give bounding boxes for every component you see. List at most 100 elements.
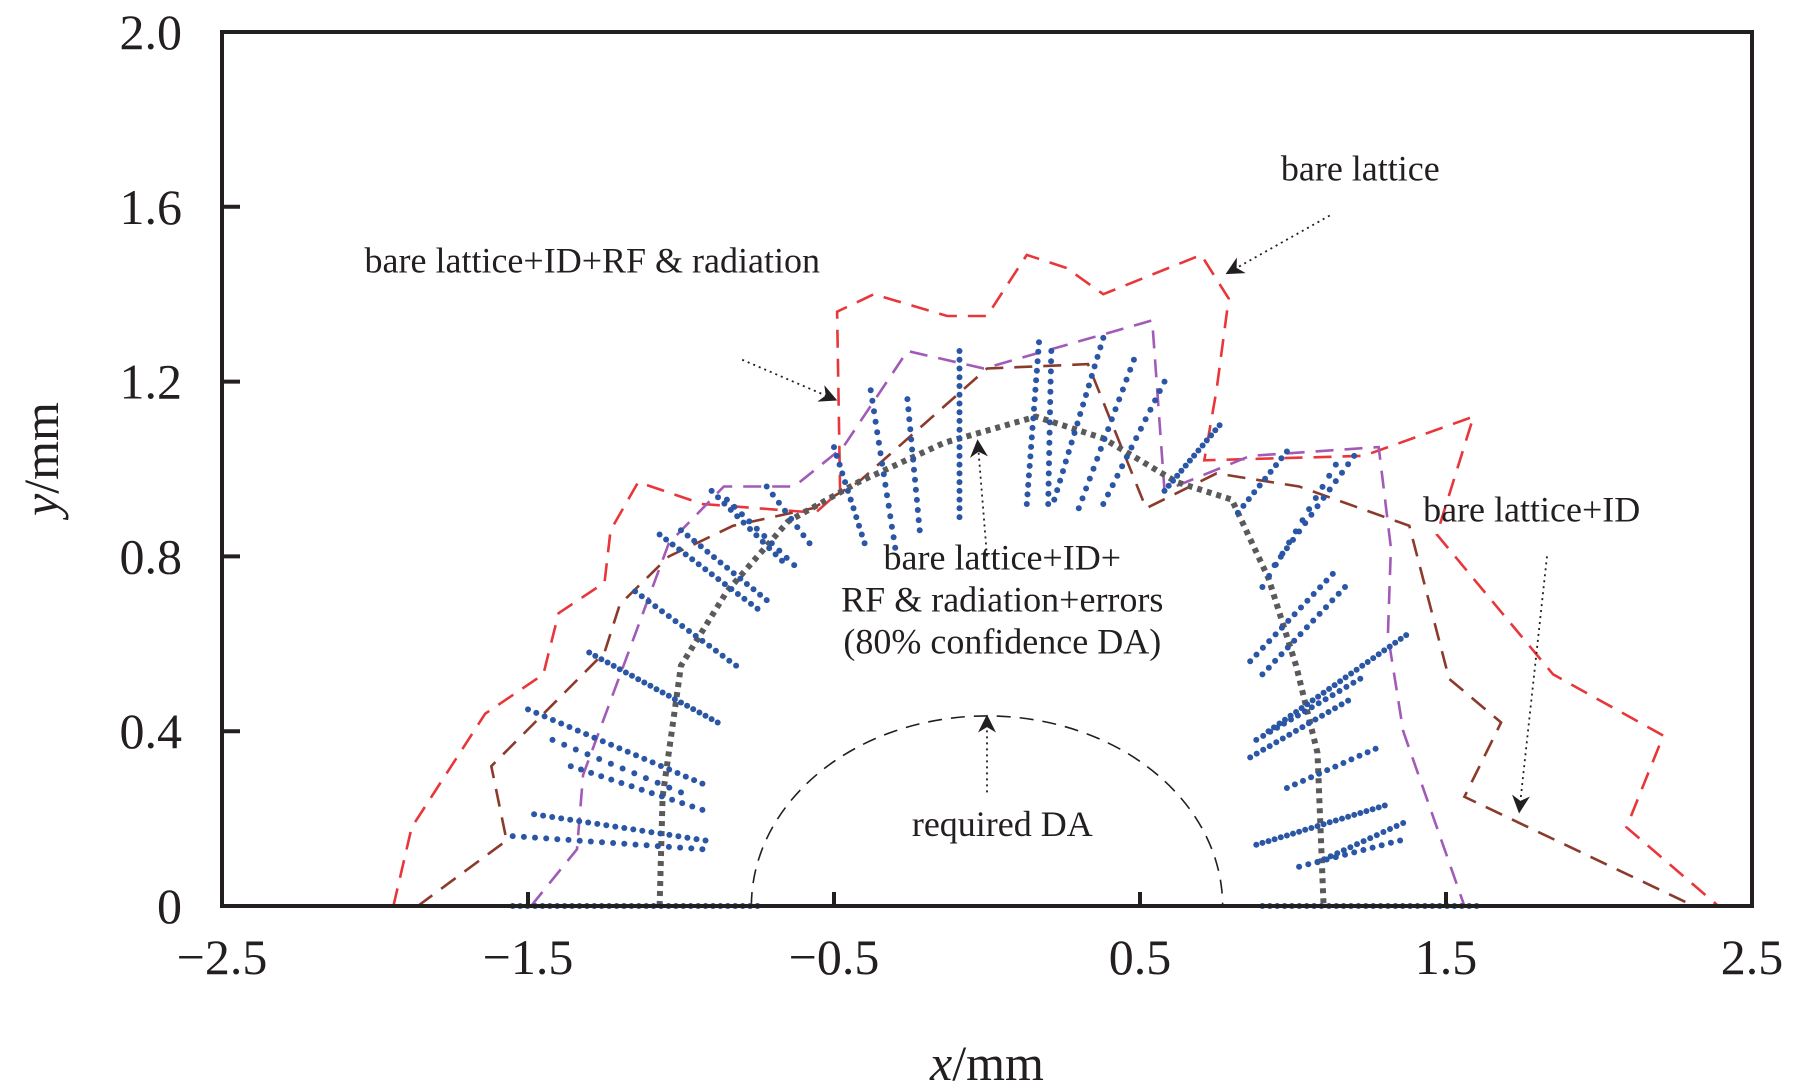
scatter-point: [1057, 477, 1064, 484]
scatter-point: [1127, 366, 1134, 373]
scatter-point: [880, 471, 887, 478]
scatter-point: [584, 751, 591, 758]
scatter-point: [1326, 486, 1333, 493]
scatter-point: [956, 479, 963, 486]
scatter-point: [741, 595, 748, 602]
scatter-point: [1100, 501, 1107, 507]
scatter-point: [533, 709, 540, 716]
scatter-point: [678, 699, 684, 706]
scatter-point: [731, 503, 738, 510]
scatter-point: [1035, 348, 1042, 355]
scatter-point: [587, 838, 594, 845]
scatter-point: [1354, 841, 1360, 848]
scatter-point: [1315, 693, 1322, 700]
scatter-point: [753, 525, 760, 532]
annotation-label: bare lattice: [1281, 149, 1440, 189]
scatter-point: [666, 784, 673, 791]
x-tick-label: −1.5: [483, 929, 574, 985]
x-tick-label: −0.5: [789, 929, 880, 985]
scatter-point: [1079, 495, 1086, 502]
scatter-point: [775, 499, 782, 506]
scatter-point: [648, 790, 655, 797]
scatter-point: [1296, 828, 1303, 835]
scatter-point: [1026, 462, 1033, 469]
scatter-point: [678, 527, 684, 534]
scatter-point: [1046, 450, 1053, 456]
annotation-arrow: [1512, 556, 1548, 814]
scatter-point: [669, 796, 676, 803]
scatter-point: [1253, 651, 1260, 658]
scatter-point: [509, 833, 516, 840]
scatter-point: [656, 531, 663, 538]
scatter-point: [543, 835, 550, 842]
scatter-point: [1208, 432, 1215, 439]
annotation-arrow: [1225, 214, 1331, 275]
scatter-point: [1400, 820, 1407, 826]
scatter-point: [1097, 344, 1104, 351]
scatter-point: [1080, 401, 1087, 408]
scatter-point: [1292, 528, 1299, 535]
scatter-point: [909, 446, 916, 453]
x-tick-label: 1.5: [1415, 929, 1478, 985]
scatter-point: [525, 706, 531, 713]
scatter-point: [598, 656, 605, 663]
scatter-point: [1348, 756, 1355, 763]
scatter-point: [956, 514, 963, 521]
scatter-point: [1137, 425, 1144, 432]
scatter-point: [1329, 597, 1336, 604]
scatter-point: [763, 483, 770, 490]
scatter-point: [1304, 597, 1311, 604]
scatter-point: [608, 776, 615, 783]
scatter-point: [1351, 811, 1358, 818]
scatter-point: [746, 518, 753, 525]
scatter-point: [867, 387, 874, 394]
scatter-point: [1031, 396, 1038, 403]
scatter-point: [1319, 483, 1326, 490]
scatter-point: [740, 519, 747, 526]
scatter-point: [1065, 449, 1072, 455]
scatter-point: [567, 763, 574, 770]
scatter-point: [1308, 774, 1315, 781]
scatter-point: [648, 829, 655, 836]
scatter-point: [1301, 708, 1308, 715]
scatter-layer: [509, 334, 1480, 909]
scatter-point: [1045, 480, 1052, 487]
scatter-point: [1393, 823, 1400, 829]
scatter-point: [1123, 453, 1130, 460]
scatter-point: [576, 837, 583, 844]
scatter-point: [1048, 348, 1055, 354]
scatter-point: [1350, 679, 1357, 686]
scatter-point: [1332, 705, 1338, 712]
scatter-point: [596, 756, 603, 762]
scatter-point: [844, 487, 851, 494]
scatter-point: [708, 716, 715, 723]
scatter-point: [693, 836, 700, 843]
scatter-point: [1174, 472, 1181, 479]
scatter-point: [641, 679, 648, 686]
scatter-point: [649, 759, 656, 766]
scatter-point: [622, 669, 629, 676]
scatter-point: [1046, 419, 1053, 426]
scatter-point: [699, 780, 706, 787]
scatter-point: [574, 727, 581, 734]
scatter-point: [1260, 746, 1267, 753]
scatter-point: [1266, 638, 1273, 645]
scatter-point: [576, 818, 583, 825]
scatter-point: [1262, 475, 1269, 482]
scatter-point: [621, 825, 628, 831]
scatter-point: [674, 770, 681, 776]
scatter-point: [699, 637, 706, 644]
scatter-point: [1326, 819, 1333, 826]
scatter-point: [1023, 501, 1030, 507]
scatter-point: [665, 692, 672, 699]
scatter-point: [1047, 388, 1054, 395]
scatter-point: [1370, 655, 1377, 662]
scatter-point: [1247, 754, 1254, 761]
scatter-point: [1369, 844, 1376, 851]
scatter-point: [666, 831, 673, 838]
scatter-point: [1387, 839, 1394, 846]
scatter-point: [1278, 455, 1285, 462]
scatter-point: [689, 556, 696, 563]
scatter-point: [653, 686, 660, 693]
scatter-point: [1047, 409, 1053, 416]
